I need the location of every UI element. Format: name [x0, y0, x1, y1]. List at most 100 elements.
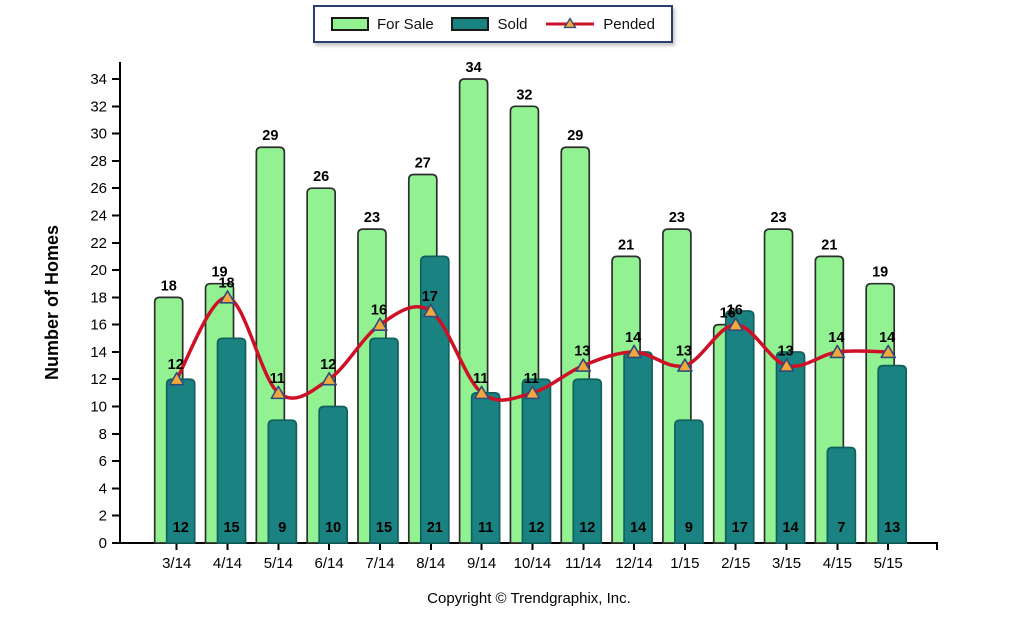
sold-value-label: 14: [782, 520, 798, 536]
for-sale-value-label: 23: [770, 210, 786, 226]
bar-sold: [826, 446, 857, 544]
y-tick-label: 26: [90, 180, 107, 197]
x-tick-label: 10/14: [514, 555, 552, 572]
pended-line-icon: [545, 16, 595, 32]
pended-value-label: 12: [320, 357, 336, 373]
sold-value-label: 12: [579, 520, 595, 536]
pended-value-label: 16: [727, 303, 743, 319]
x-tick-label: 4/15: [823, 555, 852, 572]
legend-item-sold: Sold: [451, 16, 528, 33]
pended-value-label: 17: [422, 289, 438, 305]
legend-label-pended: Pended: [603, 15, 655, 33]
legend-item-for-sale: For Sale: [331, 16, 434, 33]
pended-marker-icon: [727, 317, 744, 331]
x-tick-label: 8/14: [416, 555, 445, 572]
for-sale-swatch-icon: [331, 17, 369, 31]
y-tick-label: 0: [99, 535, 107, 552]
copyright-text: Copyright © Trendgraphix, Inc.: [427, 590, 631, 607]
pended-marker-icon: [270, 385, 287, 400]
pended-value-label: 14: [828, 330, 844, 346]
y-tick-label: 14: [90, 344, 107, 361]
bar-sold: [267, 419, 298, 544]
for-sale-value-label: 16: [720, 306, 736, 322]
for-sale-value-label: 29: [567, 128, 583, 144]
bar-sold: [318, 405, 349, 544]
pended-marker-icon: [626, 344, 642, 359]
sold-value-label: 7: [837, 520, 845, 536]
bar-sold: [674, 419, 704, 544]
pended-marker-icon: [677, 358, 693, 372]
y-tick-label: 20: [90, 262, 107, 279]
sold-value-label: 15: [376, 520, 392, 536]
y-tick-label: 2: [99, 508, 107, 525]
bar-sold: [369, 337, 399, 544]
legend-label-for-sale: For Sale: [377, 15, 434, 33]
x-tick-label: 5/14: [264, 555, 293, 572]
x-tick-label: 5/15: [874, 555, 903, 572]
bar-sold: [419, 255, 450, 544]
pended-value-label: 11: [270, 371, 285, 387]
pended-marker-icon: [321, 371, 337, 386]
sold-value-label: 9: [685, 520, 693, 536]
pended-value-label: 13: [574, 344, 590, 360]
for-sale-value-label: 23: [669, 210, 685, 226]
y-tick-label: 32: [90, 98, 107, 115]
x-tick-label: 7/14: [365, 555, 394, 572]
bar-sold: [724, 310, 755, 544]
sold-value-label: 13: [884, 520, 900, 536]
x-tick-label: 9/14: [467, 555, 496, 572]
pended-value-label: 18: [218, 275, 234, 291]
for-sale-value-label: 21: [821, 237, 837, 253]
bar-sold: [165, 378, 196, 544]
x-tick-label: 3/15: [772, 555, 801, 572]
y-tick-label: 22: [90, 235, 107, 252]
x-tick-label: 11/14: [565, 555, 601, 572]
y-tick-label: 30: [90, 126, 107, 143]
bar-sold: [877, 364, 908, 544]
pended-marker-icon: [778, 358, 795, 372]
sold-value-label: 10: [325, 520, 341, 536]
sold-value-label: 14: [630, 520, 646, 536]
y-axis-title: Number of Homes: [42, 225, 62, 380]
pended-value-label: 13: [676, 344, 692, 360]
x-tick-label: 3/14: [162, 555, 191, 572]
pended-marker-icon: [423, 303, 439, 318]
legend-item-pended: Pended: [545, 16, 655, 33]
pended-marker-icon: [829, 344, 846, 359]
bar-sold: [521, 378, 552, 544]
sold-value-label: 21: [427, 520, 443, 536]
pended-marker-icon: [575, 358, 592, 372]
pended-marker-icon: [219, 290, 236, 304]
x-tick-label: 6/14: [315, 555, 344, 572]
sold-value-label: 17: [732, 520, 748, 536]
y-tick-label: 6: [99, 453, 107, 470]
for-sale-value-label: 21: [618, 237, 634, 253]
x-tick-label: 12/14: [615, 555, 653, 572]
bar-sold: [470, 392, 501, 544]
for-sale-value-label: 34: [466, 60, 482, 76]
x-tick-label: 4/14: [213, 555, 242, 572]
for-sale-value-label: 32: [516, 87, 532, 103]
pended-marker-icon: [880, 344, 896, 359]
pended-value-label: 14: [625, 330, 641, 346]
bar-sold: [572, 378, 603, 544]
pended-value-label: 11: [473, 371, 488, 387]
sold-value-label: 15: [223, 520, 239, 536]
pended-marker-icon: [372, 317, 388, 331]
pended-marker-icon: [524, 385, 541, 400]
sold-value-label: 12: [173, 520, 189, 536]
pended-value-label: 13: [777, 344, 793, 360]
bar-sold: [216, 337, 247, 544]
y-tick-label: 4: [99, 480, 107, 497]
pended-marker-icon: [473, 385, 490, 400]
y-tick-label: 12: [90, 371, 107, 388]
for-sale-value-label: 19: [872, 265, 888, 281]
y-tick-label: 28: [90, 153, 107, 170]
for-sale-value-label: 23: [364, 210, 380, 226]
y-tick-label: 16: [90, 317, 107, 334]
sold-swatch-icon: [451, 17, 490, 31]
pended-value-label: 16: [371, 303, 387, 319]
sold-value-label: 12: [528, 520, 544, 536]
